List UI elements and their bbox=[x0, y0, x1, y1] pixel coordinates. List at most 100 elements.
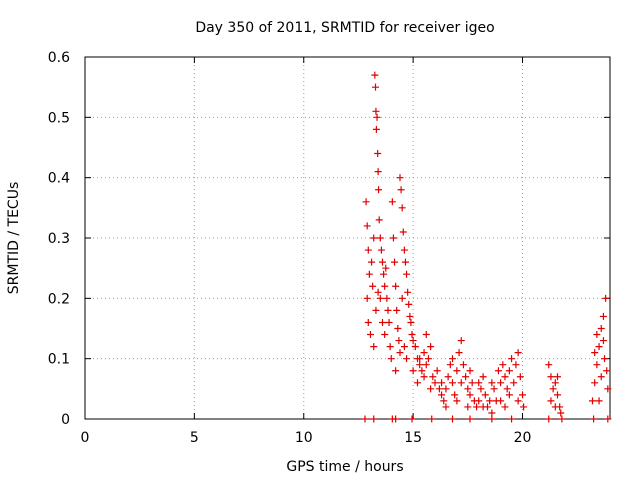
data-point bbox=[512, 361, 520, 369]
data-point bbox=[547, 373, 555, 381]
y-tick-label: 0 bbox=[61, 412, 70, 428]
data-point bbox=[490, 385, 498, 393]
data-point bbox=[373, 113, 381, 121]
data-point bbox=[374, 150, 382, 158]
data-point bbox=[424, 355, 432, 363]
data-point bbox=[545, 361, 553, 369]
data-point bbox=[365, 270, 373, 278]
data-point bbox=[603, 367, 611, 375]
data-point bbox=[374, 288, 382, 296]
data-point bbox=[364, 246, 372, 254]
data-point bbox=[370, 343, 378, 351]
data-point bbox=[475, 379, 483, 387]
y-tick-label: 0.6 bbox=[48, 50, 70, 66]
data-point bbox=[593, 331, 601, 339]
data-point bbox=[399, 228, 407, 236]
data-point bbox=[549, 385, 557, 393]
data-point bbox=[386, 343, 394, 351]
x-tick-label: 0 bbox=[81, 430, 90, 446]
data-point bbox=[604, 385, 612, 393]
data-point bbox=[404, 288, 412, 296]
data-point bbox=[595, 397, 603, 405]
data-point bbox=[391, 258, 399, 266]
data-point bbox=[371, 71, 379, 79]
data-point bbox=[408, 331, 416, 339]
data-point bbox=[508, 355, 516, 363]
data-point bbox=[466, 415, 474, 423]
data-point bbox=[601, 355, 609, 363]
y-axis-label: SRMTID / TECUs bbox=[6, 182, 22, 295]
data-point bbox=[505, 391, 513, 399]
data-point bbox=[429, 373, 437, 381]
data-point bbox=[479, 373, 487, 381]
data-point bbox=[589, 397, 596, 405]
data-point bbox=[510, 379, 518, 387]
data-point bbox=[362, 198, 370, 206]
data-point bbox=[438, 379, 446, 387]
data-point bbox=[597, 325, 605, 332]
data-point bbox=[449, 379, 456, 387]
data-point bbox=[551, 403, 559, 411]
data-point bbox=[379, 318, 386, 326]
y-tick-label: 0.2 bbox=[48, 291, 70, 307]
data-point bbox=[554, 391, 561, 399]
data-point bbox=[466, 367, 474, 375]
data-point bbox=[392, 367, 400, 375]
data-point bbox=[395, 337, 403, 345]
y-tick-label: 0.1 bbox=[48, 352, 70, 368]
data-point bbox=[377, 246, 385, 254]
y-tick-label: 0.4 bbox=[48, 171, 70, 187]
data-point bbox=[591, 349, 599, 357]
data-point bbox=[374, 168, 382, 176]
data-point bbox=[501, 403, 509, 411]
data-point bbox=[403, 270, 411, 278]
data-points bbox=[361, 71, 612, 423]
data-point bbox=[400, 343, 408, 351]
data-point bbox=[433, 367, 441, 375]
data-point bbox=[477, 385, 485, 393]
data-point bbox=[392, 282, 400, 290]
data-point bbox=[408, 415, 416, 423]
data-point bbox=[392, 415, 400, 423]
data-point bbox=[453, 367, 461, 375]
data-point bbox=[405, 300, 413, 308]
data-point bbox=[389, 234, 397, 242]
x-tick-label: 15 bbox=[404, 430, 422, 446]
data-point bbox=[409, 367, 417, 375]
data-point bbox=[479, 403, 487, 411]
data-point bbox=[557, 409, 565, 417]
x-axis: 0 5 10 15 20 bbox=[81, 57, 531, 446]
data-point bbox=[547, 397, 555, 405]
data-point bbox=[486, 397, 494, 405]
grid-lines bbox=[85, 57, 610, 419]
data-point bbox=[497, 397, 505, 405]
data-point bbox=[370, 415, 378, 423]
data-point bbox=[545, 415, 553, 423]
data-point bbox=[383, 294, 391, 302]
data-point bbox=[488, 415, 496, 423]
data-point bbox=[397, 186, 405, 194]
data-point bbox=[464, 403, 472, 411]
data-point bbox=[416, 361, 424, 369]
data-point bbox=[442, 403, 450, 411]
data-point bbox=[385, 318, 393, 326]
data-point bbox=[428, 415, 436, 423]
data-point bbox=[446, 361, 454, 369]
data-point bbox=[396, 174, 404, 182]
data-point bbox=[398, 294, 406, 302]
data-point bbox=[516, 373, 524, 381]
data-point bbox=[363, 294, 371, 302]
data-point bbox=[393, 306, 401, 314]
data-point bbox=[449, 415, 456, 423]
data-point bbox=[409, 337, 417, 345]
data-point bbox=[599, 312, 607, 320]
data-point bbox=[558, 415, 566, 423]
data-point bbox=[387, 355, 395, 363]
data-point bbox=[375, 216, 383, 224]
data-point bbox=[551, 379, 559, 387]
data-point bbox=[361, 415, 369, 423]
data-point bbox=[505, 367, 513, 375]
data-point bbox=[449, 355, 456, 363]
data-point bbox=[488, 379, 496, 387]
